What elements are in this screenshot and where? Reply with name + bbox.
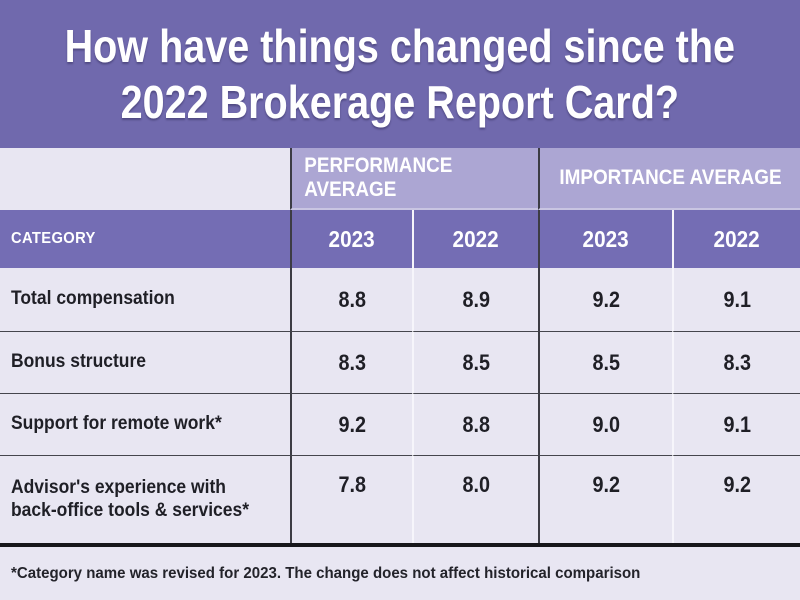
value-label: 8.8	[338, 286, 366, 312]
value-cell: 8.3	[290, 331, 412, 393]
footnote-bar: *Category name was revised for 2023. The…	[0, 547, 800, 600]
value-cell: 8.5	[412, 331, 538, 393]
value-cell: 9.2	[538, 455, 672, 543]
value-label: 9.2	[592, 472, 620, 497]
year-header-label: 2023	[582, 225, 630, 252]
category-column-header-label: CATEGORY	[11, 230, 96, 247]
title-line-1: How have things changed since the	[64, 19, 736, 72]
value-cell: 9.2	[672, 455, 800, 543]
value-label: 8.0	[462, 472, 490, 497]
value-cell: 9.2	[538, 268, 672, 331]
value-label: 8.3	[723, 349, 751, 375]
page-title: How have things changed since the 2022 B…	[65, 18, 735, 130]
value-cell: 8.9	[412, 268, 538, 331]
value-label: 8.5	[462, 349, 490, 375]
value-cell: 8.0	[412, 455, 538, 543]
value-cell: 9.2	[290, 393, 412, 455]
year-header-performance-2023: 2023	[290, 210, 412, 268]
group-header-performance-label: PERFORMANCE AVERAGE	[304, 154, 453, 201]
value-cell: 9.1	[672, 393, 800, 455]
category-label: Advisor's experience with back-office to…	[11, 477, 250, 521]
value-cell: 9.0	[538, 393, 672, 455]
value-label: 9.2	[723, 472, 751, 497]
value-cell: 8.5	[538, 331, 672, 393]
category-cell: Advisor's experience with back-office to…	[0, 455, 290, 543]
value-label: 9.2	[338, 411, 366, 437]
value-label: 8.5	[592, 349, 620, 375]
value-label: 7.8	[338, 472, 366, 497]
value-label: 9.1	[723, 411, 751, 437]
value-label: 9.0	[592, 411, 620, 437]
value-cell: 7.8	[290, 455, 412, 543]
year-header-performance-2022: 2022	[412, 210, 538, 268]
group-header-importance-label: IMPORTANCE AVERAGE	[558, 166, 782, 189]
category-label: Bonus structure	[11, 351, 147, 373]
category-column-header: CATEGORY	[0, 210, 290, 268]
category-cell: Support for remote work*	[0, 393, 290, 455]
value-cell: 8.8	[290, 268, 412, 331]
footnote: *Category name was revised for 2023. The…	[11, 564, 641, 582]
value-label: 8.9	[462, 286, 490, 312]
corner-cell	[0, 148, 290, 210]
group-header-performance: PERFORMANCE AVERAGE	[290, 148, 538, 210]
title-band: How have things changed since the 2022 B…	[0, 0, 800, 148]
category-label: Support for remote work*	[11, 413, 222, 435]
year-header-label: 2023	[328, 225, 376, 252]
year-header-label: 2022	[452, 225, 500, 252]
bottom-rule	[0, 543, 800, 547]
value-label: 9.2	[592, 286, 620, 312]
year-header-importance-2023: 2023	[538, 210, 672, 268]
value-label: 9.1	[723, 286, 751, 312]
value-label: 8.8	[462, 411, 490, 437]
category-cell: Bonus structure	[0, 331, 290, 393]
year-header-label: 2022	[713, 225, 761, 252]
year-header-importance-2022: 2022	[672, 210, 800, 268]
title-line-2: 2022 Brokerage Report Card?	[120, 76, 680, 128]
value-label: 8.3	[338, 349, 366, 375]
value-cell: 8.3	[672, 331, 800, 393]
category-label: Total compensation	[11, 288, 175, 310]
value-cell: 9.1	[672, 268, 800, 331]
value-cell: 8.8	[412, 393, 538, 455]
report-table: PERFORMANCE AVERAGE IMPORTANCE AVERAGE C…	[0, 148, 800, 543]
category-cell: Total compensation	[0, 268, 290, 331]
group-header-importance: IMPORTANCE AVERAGE	[538, 148, 800, 210]
